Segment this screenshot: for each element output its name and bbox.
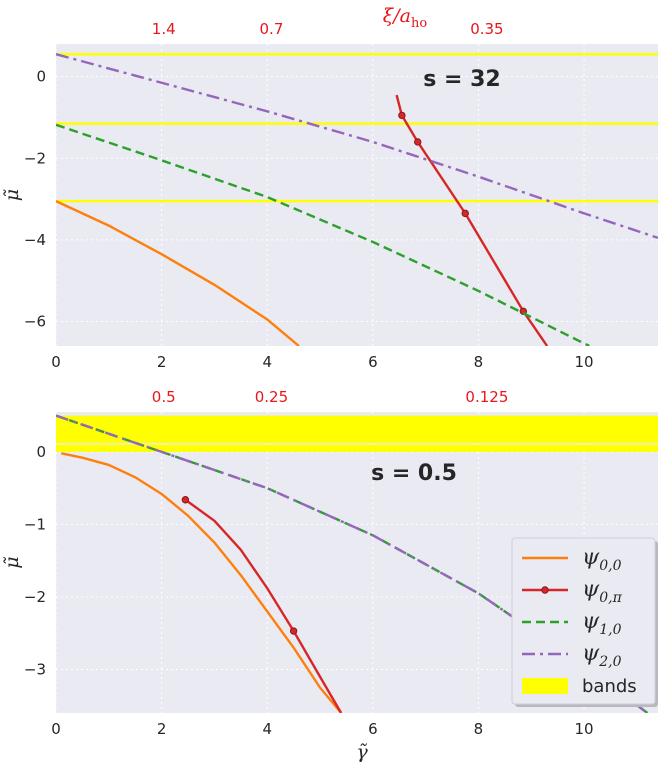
series-marker	[461, 209, 469, 218]
top-tick-label: 1.4	[152, 20, 176, 38]
band	[56, 415, 658, 444]
grid	[55, 44, 658, 346]
x-tick-label: 0	[51, 353, 61, 371]
series	[56, 53, 658, 346]
x-tick-label: 6	[368, 720, 378, 738]
y-tick-label: 0	[36, 68, 46, 86]
legend-box	[511, 537, 656, 705]
series-line-1	[184, 498, 343, 713]
x-tick-label: 10	[575, 353, 594, 371]
y-axis-label: μ̃	[1, 556, 23, 568]
series-marker	[289, 627, 298, 635]
legend-label: ψ0,0	[582, 545, 622, 574]
legend: ψ0,0 ψ0,π ψ1,0 ψ2,0 bands	[511, 537, 658, 707]
x-tick-label: 2	[157, 720, 167, 738]
panel-2: 0 2 4 6 8 10 0 −1 −2 −3 0.5 0.25 0.125 μ̃ γ̃ s = 0.5 ψ0,…	[1, 388, 658, 763]
series-line-0	[56, 200, 300, 346]
y-tick-label: −1	[24, 515, 46, 533]
y-tick-label: −3	[24, 660, 46, 678]
x-tick-label: 0	[51, 720, 61, 738]
legend-marker	[541, 586, 549, 594]
series-line-2	[56, 123, 590, 346]
x-tick-label: 2	[157, 353, 167, 371]
series-marker	[398, 111, 406, 120]
legend-label: bands	[582, 676, 637, 697]
series-line-3	[56, 414, 649, 713]
band	[56, 444, 658, 452]
panel-annotation: s = 32	[423, 67, 500, 92]
legend-label: ψ0,π	[582, 577, 623, 606]
x-axis-label: γ̃	[356, 741, 368, 763]
y-tick-label: −2	[24, 149, 46, 167]
top-tick-label: 0.125	[465, 388, 508, 406]
series-line-0	[61, 452, 343, 713]
top-tick-label: 0.5	[152, 388, 176, 406]
x-tick-label: 6	[368, 353, 378, 371]
top-tick-label: 0.7	[260, 20, 284, 38]
panel-1: 0 2 4 6 8 10 0 −2 −4 −6 1.4 0.7 0.35 ξ/aho μ̃ s = 32	[1, 5, 658, 371]
panel-annotation: s = 0.5	[371, 461, 457, 486]
legend-label: ψ1,0	[582, 609, 622, 638]
top-tick-label: 0.25	[255, 388, 288, 406]
x-tick-label: 10	[575, 720, 594, 738]
x-tick-label: 4	[262, 720, 272, 738]
series-marker	[181, 496, 190, 504]
legend-label: ψ2,0	[582, 641, 622, 670]
x-tick-label: 8	[474, 720, 484, 738]
y-tick-label: −2	[24, 588, 46, 606]
x-tick-label: 4	[262, 353, 272, 371]
y-tick-label: −4	[24, 231, 46, 249]
top-axis-label: ξ/aho	[383, 5, 428, 31]
bands	[56, 52, 658, 203]
y-tick-label: 0	[36, 443, 46, 461]
series-marker	[414, 138, 422, 146]
x-tick-label: 8	[474, 353, 484, 371]
legend-swatch	[522, 678, 568, 694]
series	[56, 414, 649, 713]
y-axis-label: μ̃	[1, 189, 23, 201]
top-tick-label: 0.35	[470, 20, 503, 38]
plot-area	[56, 44, 658, 346]
bands	[56, 415, 658, 452]
y-tick-label: −6	[24, 313, 46, 331]
series-line-3	[56, 53, 658, 239]
